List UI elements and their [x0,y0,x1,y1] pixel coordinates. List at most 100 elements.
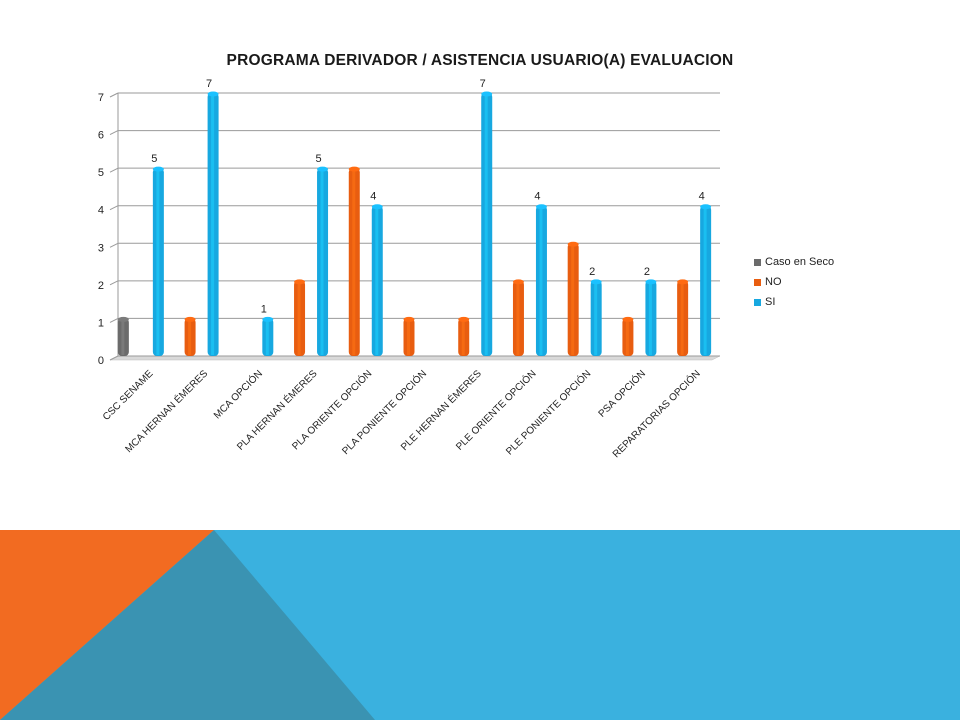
bar-highlight [352,170,356,355]
legend-label: NO [765,276,782,288]
bar-highlight [571,245,575,355]
data-label: 1 [261,303,267,315]
data-label: 5 [315,153,321,165]
decoration-slate-triangle [0,530,375,720]
y-tick-label: 4 [98,205,104,217]
bar-cap [590,279,602,285]
bar-cap [535,204,547,210]
gridline-side [109,280,119,286]
data-label: 4 [534,191,540,203]
data-label: 2 [589,266,595,278]
bar-cap [152,166,164,172]
bar-si [207,91,219,356]
bar-no [458,316,470,356]
y-tick-label: 2 [98,280,104,292]
floor [109,355,721,361]
x-tick-label: CSC SENAME [101,368,156,423]
bar-cap [700,204,712,210]
bar-highlight [484,95,488,355]
bar-highlight [211,95,215,355]
legend-label: Caso en Seco [765,256,835,268]
x-tick-label: PSA OPCIÓN [595,367,648,420]
data-label: 7 [206,78,212,90]
data-label: 2 [644,266,650,278]
bar-cap [207,91,219,97]
bar-cap [458,316,470,322]
bar-si [645,279,657,356]
legend-item: SI [754,292,834,312]
gridline-side [109,92,119,98]
bar-no [567,241,579,356]
bar-caso-en-seco [117,316,129,356]
gridline-side [109,205,119,211]
bar-no [348,166,360,356]
bar-si [371,204,383,356]
bar-no [403,316,415,356]
bar-highlight [594,282,598,355]
bar-cap [184,316,196,322]
legend-item: NO [754,272,834,292]
bar-si [152,166,164,356]
bar-si [590,279,602,356]
gridline-side [109,167,119,173]
gridline-side [109,317,119,323]
bar-cap [294,279,306,285]
chart-title: PROGRAMA DERIVADOR / ASISTENCIA USUARIO(… [226,52,734,69]
bar-highlight [375,207,379,355]
bar-si [262,316,274,356]
bar-highlight [407,320,410,355]
bar-no [677,279,689,356]
bar-no [294,279,306,356]
gridline-side [109,242,119,248]
legend-label: SI [765,296,776,308]
chart-legend: Caso en Seco NO SI [754,252,834,312]
bar-highlight [156,170,160,355]
bar-cap [622,316,634,322]
bar-no [184,316,196,356]
x-tick-label: PLE PONIENTE OPCIÓN [503,367,594,458]
bar-cap [403,316,415,322]
legend-swatch [754,278,761,286]
bar-no [622,316,634,356]
gridline-side [109,130,119,136]
bar-si [481,91,493,356]
data-label: 4 [370,191,376,203]
bar-cap [117,316,129,322]
bar-highlight [297,282,301,355]
bar-highlight [625,320,629,355]
bar-cap [262,316,274,322]
bar-cap [371,204,383,210]
bar-highlight [188,320,192,355]
x-tick-label: MCA OPCIÓN [211,367,265,421]
bar-highlight [648,282,652,355]
bar-highlight [320,170,324,355]
bar-si [317,166,329,356]
bar-cap [677,279,689,285]
y-tick-label: 7 [98,92,104,104]
y-tick-label: 3 [98,242,104,254]
bar-cap [481,91,493,97]
y-tick-label: 0 [98,355,104,367]
bar-highlight [461,320,465,355]
bar-si [535,204,547,356]
bar-cap [317,166,329,172]
data-label: 4 [699,191,705,203]
bar-si [700,204,712,356]
bar-highlight [680,282,684,355]
bar-cap [567,241,579,247]
y-tick-label: 6 [98,130,104,142]
legend-item: Caso en Seco [754,252,834,272]
legend-swatch [754,258,761,266]
bar-cap [645,279,657,285]
bar-highlight [516,282,520,355]
x-tick-label: REPARATORIAS OPCIÓN [609,367,702,460]
y-tick-label: 5 [98,167,104,179]
bar-cap [348,166,360,172]
bar-highlight [703,207,707,355]
y-tick-label: 1 [98,317,104,329]
bar-highlight [539,207,543,355]
bar-highlight [265,320,269,355]
